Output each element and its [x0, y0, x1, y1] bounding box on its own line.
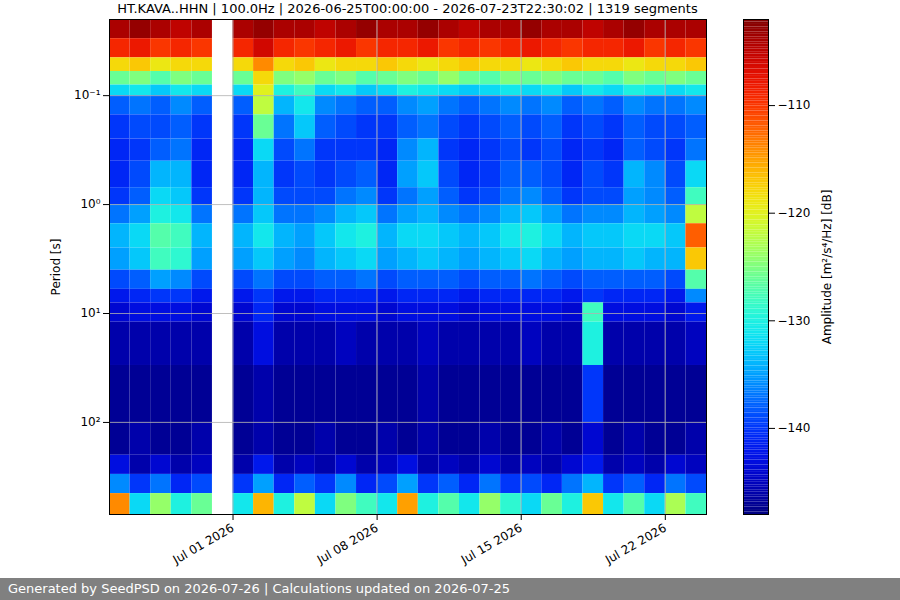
- svg-text:10⁰: 10⁰: [80, 197, 100, 211]
- svg-text:10⁻¹: 10⁻¹: [74, 88, 101, 102]
- html-text:HT.KAVA..HHN | 100.0Hz | 2026-: HT.KAVA..HHN | 100.0Hz | 2026-06-25T00:0…: [117, 1, 698, 16]
- svg-text:Jul 08 2026: Jul 08 2026: [314, 521, 381, 568]
- svg-text:Jul 01 2026: Jul 01 2026: [170, 521, 237, 568]
- svg-text:−110: −110: [778, 98, 811, 112]
- svg-text:Jul 15 2026: Jul 15 2026: [458, 521, 525, 568]
- html-text:Generated by SeedPSD on 2026-0: Generated by SeedPSD on 2026-07-26 | Cal…: [8, 581, 510, 596]
- svg-text:−140: −140: [778, 421, 811, 435]
- svg-text:Period [s]: Period [s]: [49, 239, 63, 296]
- svg-text:Amplitude [m²/s⁴/Hz] [dB]: Amplitude [m²/s⁴/Hz] [dB]: [820, 190, 834, 345]
- svg-text:−130: −130: [778, 314, 811, 328]
- svg-text:10²: 10²: [80, 415, 100, 429]
- svg-text:Jul 22 2026: Jul 22 2026: [602, 521, 669, 568]
- svg-text:10¹: 10¹: [80, 306, 100, 320]
- svg-text:−120: −120: [778, 206, 811, 220]
